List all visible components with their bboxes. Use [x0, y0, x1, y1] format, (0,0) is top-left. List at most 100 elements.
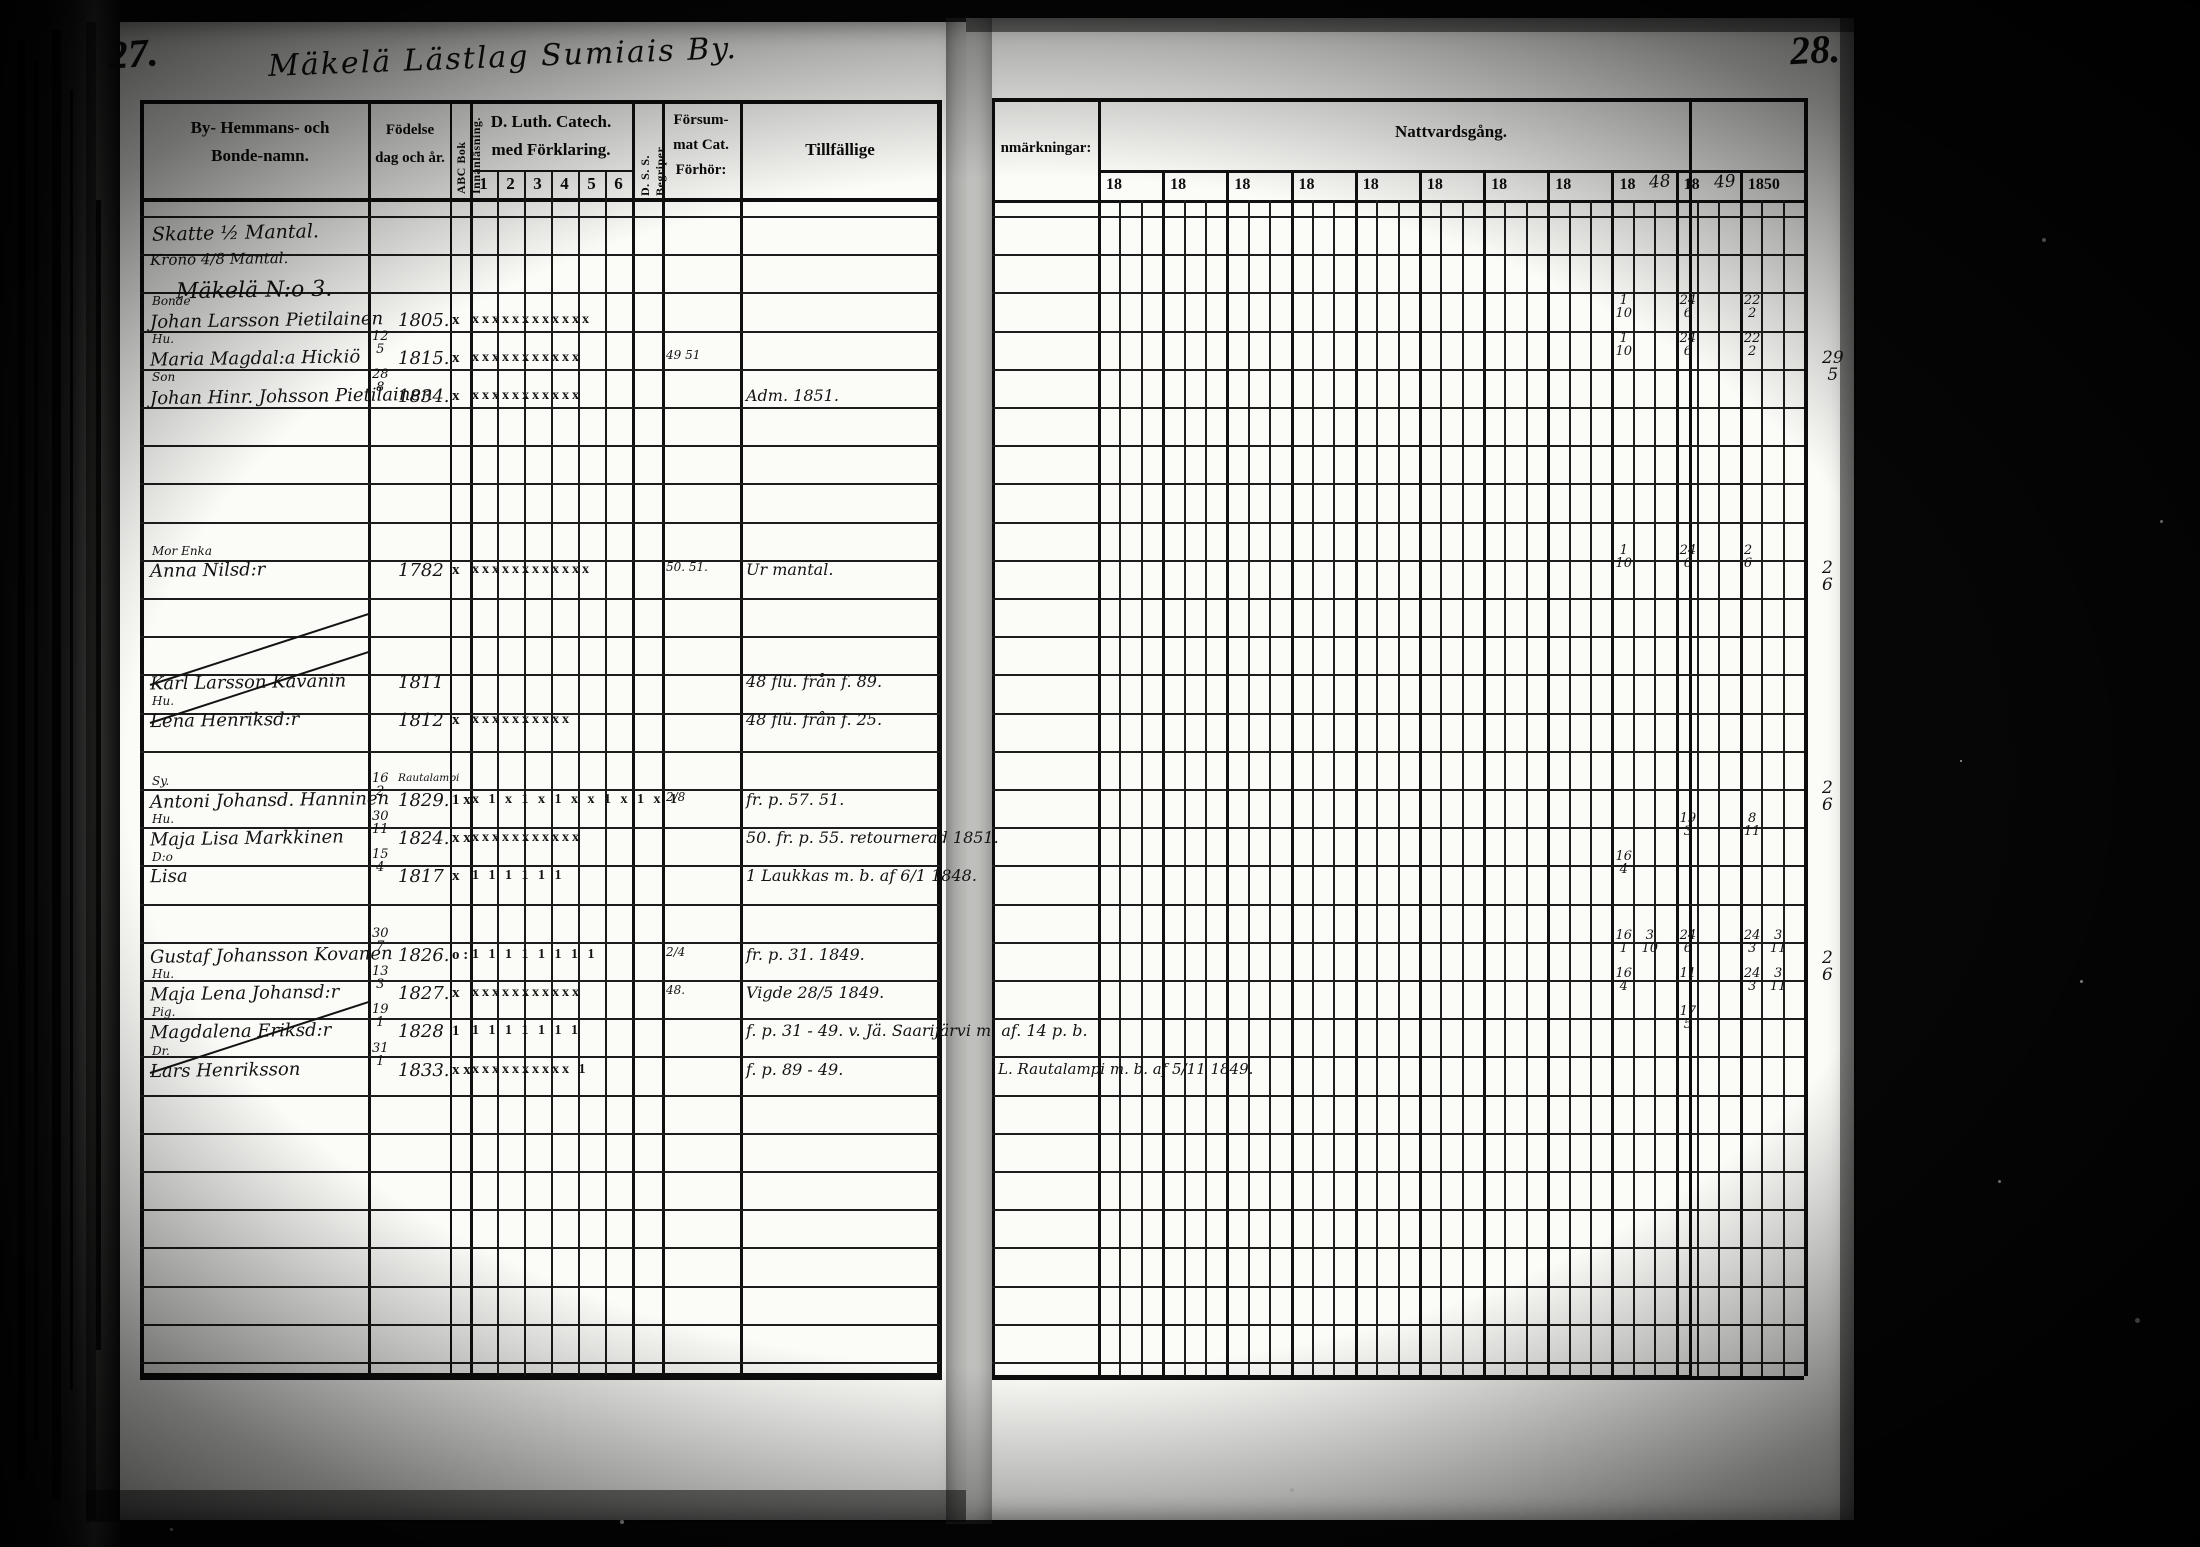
person-abc-6: 1 x — [452, 792, 471, 808]
col-header-catech-line2: med Förklaring. — [491, 140, 611, 159]
catech-sub-3: 3 — [533, 174, 542, 193]
person-catech-marks-0: xxxxxxxxxxxx — [472, 312, 592, 327]
communion-mark-7-0-0: 19 3 — [1679, 811, 1697, 839]
year-header-10: 1850 — [1747, 176, 1780, 193]
person-catech-marks-10: xxxxxxxxxxx — [472, 985, 582, 1000]
communion-mark-9-1-0: 24 6 — [1679, 928, 1697, 956]
person-birth-day-10: 13 3 — [372, 964, 389, 992]
person-name-9: Gustaf Johansson Kovanen — [149, 943, 393, 968]
year-header-hand-8: 48 — [1648, 171, 1672, 193]
scan-speck-7 — [2160, 520, 2163, 523]
person-role-0: Bonde — [152, 294, 191, 308]
person-birth-year-11: 1828 — [398, 1021, 444, 1042]
communion-mark-1-1-0: 24 6 — [1679, 331, 1697, 359]
communion-mark-9-0-1: 3 10 — [1641, 928, 1658, 956]
person-role-6: Sy. — [152, 774, 170, 788]
person-name-12: Lars Henriksson — [149, 1058, 301, 1083]
communion-mark-0-1-0: 24 6 — [1679, 293, 1697, 321]
year-header-6: 18 — [1491, 176, 1508, 193]
person-tillfallige-10: Vigde 28/5 1849. — [746, 983, 885, 1002]
person-birth-year-12: 1833. — [398, 1060, 450, 1081]
catech-sub-6: 6 — [614, 174, 623, 193]
communion-mark-0-0-0: 1 10 — [1615, 293, 1632, 321]
binding-streak-2 — [52, 30, 61, 1500]
binding-streak-1 — [34, 60, 38, 1440]
person-abc-1: x — [452, 350, 460, 366]
person-abc-11: 1 — [452, 1023, 460, 1039]
page-edge-shadow-3 — [966, 18, 1854, 32]
person-birth-year-2: 1834. — [398, 386, 450, 407]
person-forsummat-9: 2/4 — [666, 945, 686, 959]
person-name-0: Johan Larsson Pietilainen — [149, 308, 384, 333]
scan-speck-3 — [1290, 1488, 1294, 1492]
communion-mark-3-0-0: 1 10 — [1615, 543, 1632, 571]
person-role-8: D:o — [152, 850, 173, 864]
communion-mark-9-2-0: 24 3 — [1743, 928, 1761, 956]
person-abc-3: x — [452, 562, 460, 578]
person-birth-year-1: 1815. — [398, 348, 450, 369]
catech-sub-2: 2 — [506, 174, 515, 193]
farm-heading-line1: Skatte ½ Mantal. — [151, 220, 320, 246]
person-forsummat-10: 48. — [666, 983, 686, 997]
page-edge-shadow-2 — [1840, 18, 1856, 1520]
year-header-2: 18 — [1234, 176, 1251, 193]
scan-speck-0 — [2042, 238, 2046, 242]
year-header-0: 18 — [1106, 176, 1122, 193]
person-abc-10: x — [452, 985, 460, 1001]
person-tillfallige-8: 1 Laukkas m. b. af 6/1 1848. — [746, 866, 977, 885]
person-name-8: Lisa — [149, 865, 188, 888]
person-anmarkningar-12: L. Rautalampi m. b. af 5/11 1849. — [998, 1060, 1254, 1078]
col-header-name-line2: Bonde-namn. — [211, 146, 309, 165]
person-abc-12: x x — [452, 1062, 471, 1078]
year-header-7: 18 — [1555, 176, 1572, 193]
col-header-tillfallige: Tillfällige — [805, 140, 875, 159]
binding-streak-4 — [96, 200, 101, 1350]
person-abc-5: x — [452, 712, 460, 728]
communion-mark-8-0-0: 16 4 — [1615, 849, 1632, 877]
person-birth-day-12: 31 1 — [372, 1041, 389, 1069]
person-tillfallige-12: f. p. 89 - 49. — [746, 1060, 844, 1079]
person-birth-year-0: 1805. — [398, 310, 450, 331]
folio-number-right: 28. — [1788, 25, 1842, 74]
communion-mark-1-2-0: 22 2 — [1743, 331, 1761, 359]
year-header-4: 18 — [1362, 176, 1379, 193]
person-birth-day-11: 19 1 — [372, 1002, 389, 1030]
col-header-nattvard: Nattvardsgång. — [1395, 122, 1507, 141]
binding-streak-0 — [18, 40, 25, 1480]
person-tillfallige-9: fr. p. 31. 1849. — [746, 945, 865, 964]
person-catech-marks-1: xxxxxxxxxxx — [472, 350, 582, 365]
year-header-9: 18 — [1683, 176, 1700, 193]
year-header-hand-9: 49 — [1712, 171, 1737, 193]
scan-speck-2 — [2135, 1318, 2140, 1323]
person-name-10: Maja Lena Johansd:r — [149, 981, 340, 1006]
page-edge-shadow-1 — [86, 1490, 966, 1522]
person-birth-year-5: 1812 — [398, 710, 444, 731]
person-tillfallige-4: 48 flü. från f. 89. — [746, 672, 883, 691]
person-catech-marks-3: xxxxxxxxxxxx — [472, 562, 592, 577]
person-name-6: Antoni Johansd. Hanninen — [149, 788, 390, 813]
person-birth-day-8: 15 4 — [372, 847, 389, 875]
scan-speck-8 — [1960, 760, 1962, 762]
col-header-anmarkningar: nmärkningar: — [1000, 140, 1092, 156]
person-birth-day-9: 30 7 — [372, 926, 389, 954]
scan-speck-9 — [2080, 980, 2083, 983]
person-birth-year-8: 1817 — [398, 866, 444, 887]
communion-mark-10-0-0: 16 4 — [1615, 966, 1632, 994]
person-name-7: Maja Lisa Markkinen — [149, 826, 344, 851]
person-forsummat-3: 50. 51. — [666, 560, 708, 574]
person-birth-year-9: 1826. — [398, 945, 450, 966]
person-birth-year-6: 1829. — [398, 790, 450, 811]
scan-speck-4 — [1520, 1512, 1523, 1515]
register-table-right — [992, 98, 1692, 1378]
person-tillfallige-6: fr. p. 57. 51. — [746, 790, 845, 809]
col-header-catech-line1: D. Luth. Catech. — [490, 112, 612, 131]
page-edge-shadow-0 — [86, 22, 96, 1520]
margin-note-0: 29 5 — [1822, 348, 1844, 385]
person-birth-day-1: 12 5 — [372, 329, 389, 357]
communion-mark-11-0-0: 17 5 — [1679, 1004, 1697, 1032]
communion-mark-9-2-1: 3 11 — [1769, 928, 1787, 956]
person-catech-marks-6: x 1 x 1 x 1 x x 1 x 1 x 1 — [472, 792, 680, 807]
person-tillfallige-5: 48 flü. från f. 25. — [746, 710, 883, 729]
